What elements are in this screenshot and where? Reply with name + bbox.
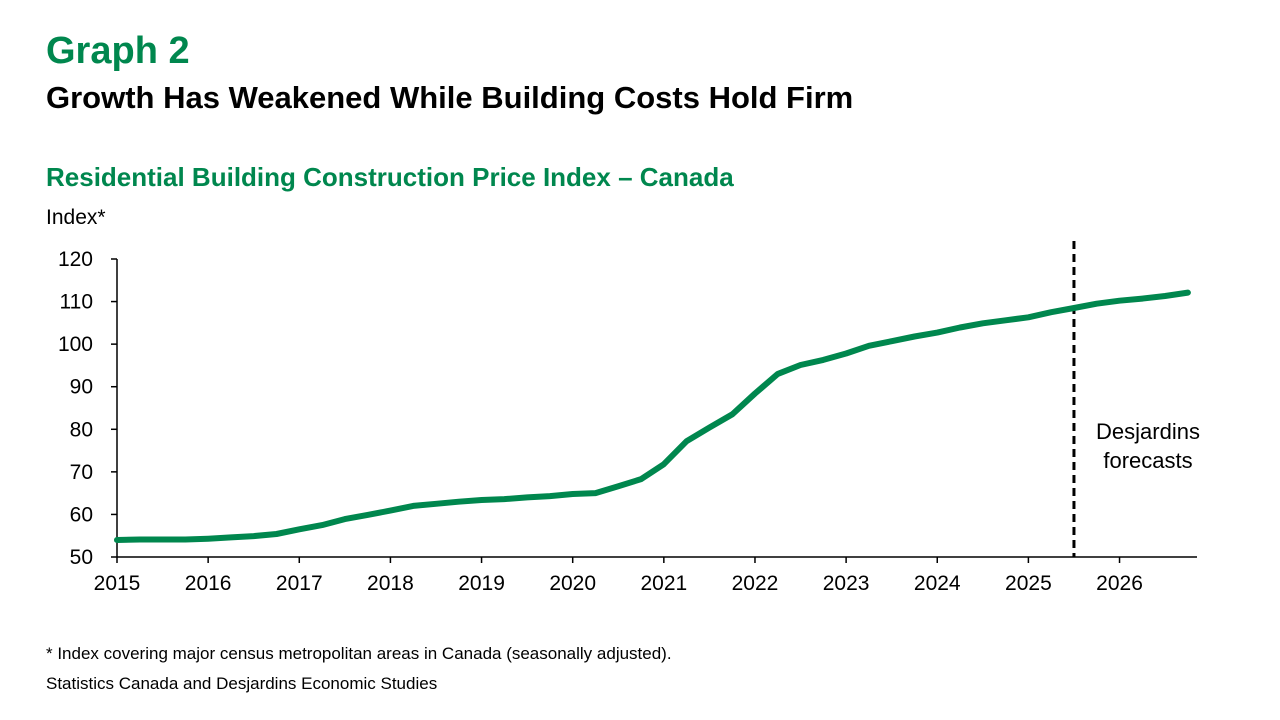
y-tick-label: 60: [70, 503, 93, 526]
x-tick-label: 2019: [458, 572, 505, 595]
source-note: Statistics Canada and Desjardins Economi…: [46, 674, 438, 693]
x-tick-label: 2025: [1005, 572, 1052, 595]
x-tick-label: 2023: [823, 572, 870, 595]
y-tick-label: 120: [58, 248, 93, 271]
x-tick-label: 2022: [732, 572, 779, 595]
y-tick-label: 70: [70, 461, 93, 484]
chart-title: Residential Building Construction Price …: [46, 162, 734, 192]
x-tick-label: 2021: [640, 572, 687, 595]
y-tick-label: 90: [70, 376, 93, 399]
forecast-marker: Desjardins forecasts: [1072, 241, 1200, 557]
series-line-0: [114, 289, 1191, 543]
y-tick-label: 110: [60, 291, 93, 314]
axes: [116, 259, 1197, 558]
x-tick-label: 2015: [94, 572, 141, 595]
x-tick-label: 2018: [367, 572, 414, 595]
forecast-annotation: forecasts: [1103, 448, 1192, 473]
graph-number: Graph 2: [46, 30, 190, 72]
series: [114, 289, 1191, 543]
y-axis-label: Index*: [46, 206, 106, 229]
y-tick-label: 100: [58, 333, 93, 356]
x-tick-label: 2017: [276, 572, 323, 595]
x-tick-label: 2020: [549, 572, 596, 595]
x-tick-label: 2026: [1096, 572, 1143, 595]
y-tick-label: 80: [70, 418, 93, 441]
graph-title: Growth Has Weakened While Building Costs…: [46, 80, 854, 115]
footnote: * Index covering major census metropolit…: [46, 644, 672, 663]
y-ticks: 50 60 70 80 90 100 110 120: [58, 248, 117, 569]
forecast-annotation: Desjardins: [1096, 419, 1200, 444]
y-tick-label: 50: [70, 546, 93, 569]
x-ticks: 2015 2016 2017 2018 2019 2020 2021 2022 2023 2024…: [94, 557, 1143, 595]
x-tick-label: 2016: [185, 572, 232, 595]
x-tick-label: 2024: [914, 572, 961, 595]
